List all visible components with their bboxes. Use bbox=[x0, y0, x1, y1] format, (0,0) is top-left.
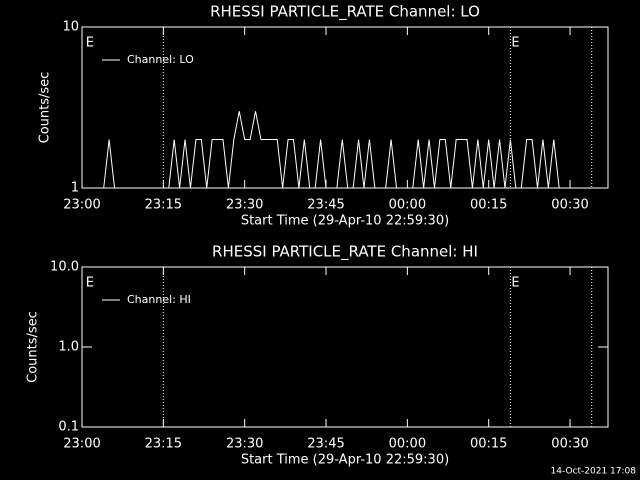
x-tick-label: 00:30 bbox=[551, 437, 588, 452]
x-tick-label: 23:15 bbox=[145, 437, 182, 452]
chart-title: RHESSI PARTICLE_RATE Channel: HI bbox=[212, 243, 478, 262]
y-tick-label: 0.1 bbox=[58, 420, 79, 435]
y-tick-label: 10.0 bbox=[50, 260, 79, 275]
event-label: E bbox=[86, 276, 94, 291]
chart-title: RHESSI PARTICLE_RATE Channel: LO bbox=[210, 3, 480, 22]
y-axis-label: Counts/sec bbox=[26, 311, 41, 383]
x-axis-label: Start Time (29-Apr-10 22:59:30) bbox=[241, 453, 449, 468]
legend-label: Channel: HI bbox=[127, 293, 191, 306]
plot-frame bbox=[81, 26, 609, 189]
y-axis-label: Counts/sec bbox=[38, 72, 53, 144]
footer: 14-Oct-2021 17:08 bbox=[551, 467, 637, 477]
y-tick-label: 1.0 bbox=[58, 340, 79, 355]
event-label: E bbox=[511, 36, 519, 51]
x-tick-label: 00:00 bbox=[389, 198, 426, 213]
x-tick-label: 23:45 bbox=[307, 198, 344, 213]
x-axis-label: Start Time (29-Apr-10 22:59:30) bbox=[241, 214, 449, 229]
event-label: E bbox=[86, 36, 94, 51]
y-tick-label: 10 bbox=[62, 20, 79, 35]
x-tick-label: 23:15 bbox=[145, 198, 182, 213]
event-label: E bbox=[511, 276, 519, 291]
x-tick-label: 23:00 bbox=[63, 198, 100, 213]
legend-label: Channel: LO bbox=[127, 53, 194, 66]
data-line bbox=[98, 111, 565, 189]
x-tick-label: 00:15 bbox=[470, 198, 507, 213]
x-tick-label: 23:45 bbox=[307, 437, 344, 452]
x-tick-label: 00:00 bbox=[389, 437, 426, 452]
x-tick-label: 23:30 bbox=[226, 437, 263, 452]
x-tick-label: 00:15 bbox=[470, 437, 507, 452]
x-tick-label: 23:30 bbox=[226, 198, 263, 213]
x-tick-label: 00:30 bbox=[551, 198, 588, 213]
y-tick-label: 1 bbox=[71, 181, 79, 196]
x-tick-label: 23:00 bbox=[63, 437, 100, 452]
plot-frame bbox=[81, 266, 609, 428]
